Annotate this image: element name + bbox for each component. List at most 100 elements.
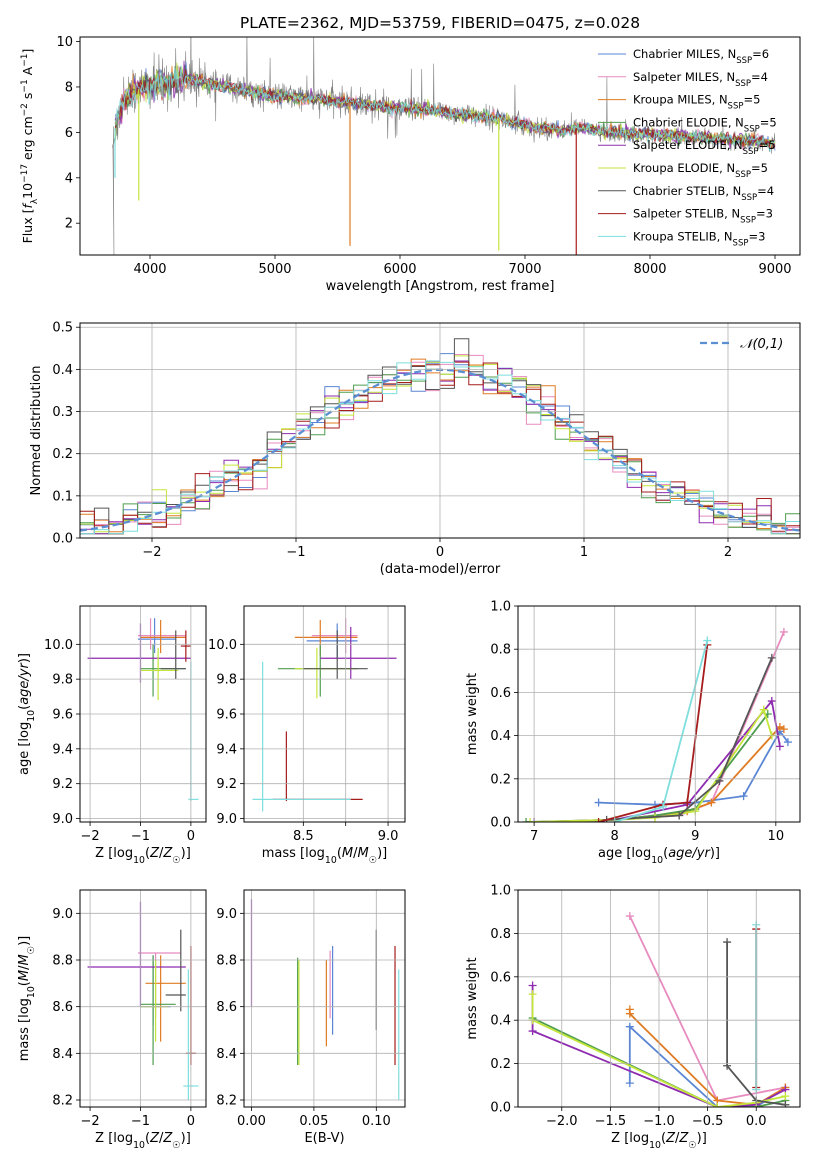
mass-weight-vs-Z-plot-area (528, 912, 790, 1107)
series-marker (659, 802, 668, 811)
series-line (530, 707, 773, 822)
point-kroupa-elodie (140, 960, 169, 1042)
series-chabrier-miles (594, 727, 792, 809)
y-tick-label: 9.2 (216, 777, 237, 792)
series-marker (779, 627, 788, 636)
legend-label: Kroupa STELIB, NSSP=3 (633, 229, 765, 248)
y-tick-label: 9.6 (52, 708, 73, 723)
figure-title: PLATE=2362, MJD=53759, FIBERID=0475, z=0… (240, 14, 640, 32)
x-tick-label: 2 (724, 545, 732, 560)
x-tick-label: 9000 (758, 262, 791, 277)
x-axis-label: (data-model)/error (380, 562, 501, 577)
legend-label: Chabrier MILES, NSSP=6 (633, 47, 769, 66)
x-tick-label: −2 (80, 1114, 99, 1129)
y-tick-label: 0.0 (52, 532, 73, 547)
point-kroupa-stelib (188, 661, 199, 802)
point-kroupa-miles (145, 955, 186, 1042)
axes-frame (517, 605, 801, 823)
y-tick-label: 9.4 (52, 742, 73, 757)
x-tick-label: 0.0 (746, 1114, 767, 1129)
series-marker (625, 1009, 634, 1018)
y-tick-label: 10 (56, 35, 73, 50)
y-axis-label: age [log10(age/yr)] (17, 653, 37, 775)
y-tick-label: 9.0 (52, 812, 73, 827)
legend-label: Salpeter STELIB, NSSP=3 (633, 207, 773, 226)
y-tick-label: 8.8 (52, 954, 73, 969)
legend-label: Kroupa ELODIE, NSSP=5 (633, 161, 768, 180)
y-axis-label: mass [log10(M/M☉)] (17, 936, 37, 1062)
series-marker (703, 636, 712, 645)
y-tick-label: 0.2 (490, 1057, 511, 1072)
y-tick-label: 0.8 (490, 643, 511, 658)
series-line (726, 942, 786, 1106)
legend-label: Salpeter ELODIE, NSSP=5 (633, 138, 776, 157)
x-tick-label: 10 (768, 829, 785, 844)
y-axis-label: Normed distribution (29, 366, 44, 496)
y-tick-label: 0.0 (490, 816, 511, 831)
legend-label: Chabrier ELODIE, NSSP=5 (633, 115, 777, 134)
x-tick-label: −0.5 (692, 1114, 724, 1129)
y-axis-label: mass weight (465, 957, 480, 1039)
point-salpeter-elodie (320, 626, 397, 680)
model-line-chabrier-stelib (114, 64, 776, 150)
x-tick-label: −1 (131, 1114, 150, 1129)
point-kroupa-miles (140, 619, 186, 654)
series-marker (683, 798, 692, 807)
chart-mass-weight-vs-Z: −2.0 −1.5 −1.0 −0.5 0.0 0.0 0.2 0.4 0.6 0.8 1.0 Z [… (465, 884, 801, 1151)
y-axis-label: mass weight (465, 673, 480, 755)
point-kroupa-elodie (140, 647, 179, 701)
x-axis-label: E(B-V) (304, 1131, 344, 1146)
y-tick-label: 0.4 (490, 729, 511, 744)
histogram-kroupa-elodie (80, 355, 800, 535)
series-line (531, 994, 786, 1107)
y-tick-label: 9.4 (216, 742, 237, 757)
series-marker (625, 912, 634, 921)
point-kroupa-elodie (294, 647, 355, 699)
legend-label: 𝒩(0,1) (740, 337, 783, 352)
y-tick-label: 8.8 (216, 954, 237, 969)
series-line (614, 640, 709, 822)
chart-age-vs-Z: −2 −1 0 9.0 9.2 9.4 9.6 9.8 10.0 Z [log10(Z/Z☉)] a… (17, 605, 207, 866)
series-marker (594, 798, 603, 807)
y-tick-label: 0.4 (52, 363, 73, 378)
y-tick-label: 0.1 (52, 489, 73, 504)
y-tick-label: 0.5 (52, 321, 73, 336)
point-chabrier-stelib (160, 630, 186, 680)
series-marker (528, 981, 537, 990)
age-vs-Z-plot-area (87, 618, 199, 802)
y-tick-label: 6 (65, 126, 73, 141)
series-marker (528, 1027, 537, 1036)
x-axis-label: Z [log10(Z/Z☉)] (95, 1131, 191, 1151)
series-marker (767, 697, 776, 706)
series-line (598, 644, 709, 822)
chart-residuals: −2 −1 0 1 2 0.0 0.1 0.2 0.3 0.4 0.5 (data-model)/er… (29, 321, 801, 577)
series-line (526, 713, 769, 822)
x-tick-label: −2 (80, 829, 99, 844)
y-tick-label: 9.6 (216, 708, 237, 723)
x-tick-label: 4000 (133, 262, 166, 277)
x-tick-label: 7 (530, 829, 538, 844)
series-chabrier-stelib (602, 653, 776, 822)
spectrum-legend: Chabrier MILES, NSSP=6 Salpeter MILES, NS… (598, 47, 777, 248)
chart-mass-weight-vs-age: 7 8 9 10 0.0 0.2 0.4 0.6 0.8 1.0 age [log10(age/yr… (465, 600, 801, 866)
model-line-chabrier-elodie (114, 66, 776, 148)
x-tick-label: 0 (187, 1114, 195, 1129)
series-salpeter-miles (610, 627, 788, 822)
chart-mass-vs-ebv: 0.00 0.05 0.10 8.2 8.4 8.6 8.8 9.0 E(B-V) (216, 889, 406, 1146)
model-line-kroupa-stelib (114, 65, 776, 153)
point-salpeter-miles (137, 952, 181, 1019)
age-vs-mass-plot-area (252, 618, 397, 812)
series-kroupa-miles (610, 722, 788, 822)
x-tick-label: 0.10 (362, 1114, 391, 1129)
chart-spectrum: 4000 5000 6000 7000 8000 9000 2 4 6 8 10 wavelength… (20, 35, 801, 294)
x-tick-label: 8 (611, 829, 619, 844)
series-line (606, 657, 773, 821)
y-tick-label: 8.6 (216, 1000, 237, 1015)
point-chabrier-stelib (303, 630, 368, 680)
series-marker (723, 938, 732, 947)
x-tick-label: 8000 (633, 262, 666, 277)
series-marker (715, 776, 724, 785)
x-tick-label: 0.05 (299, 1114, 328, 1129)
x-tick-label: −1.0 (643, 1114, 675, 1129)
y-tick-label: 1.0 (490, 600, 511, 615)
